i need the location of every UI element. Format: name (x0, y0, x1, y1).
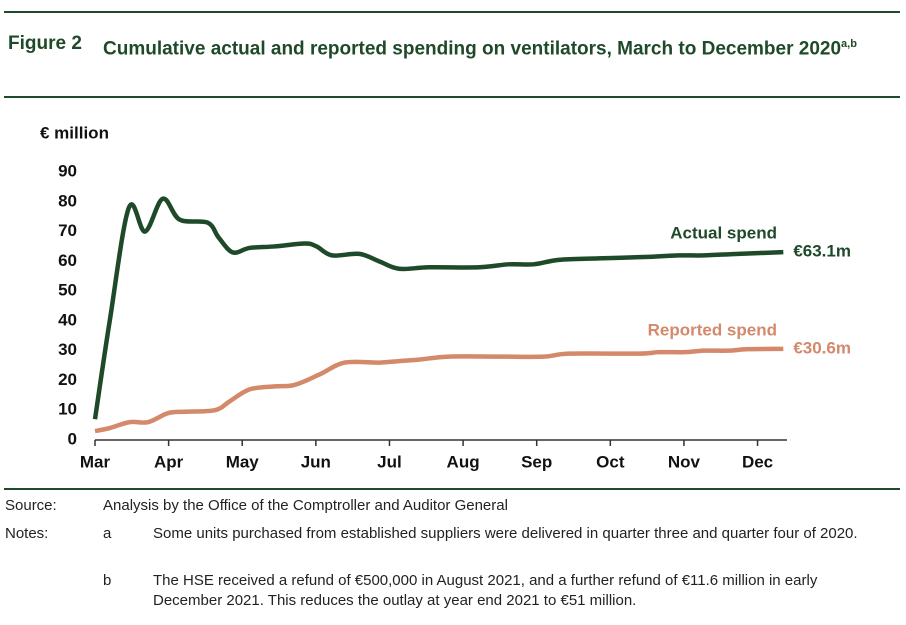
y-axis-label: € million (40, 123, 109, 142)
x-tick-label: Aug (447, 452, 480, 471)
y-tick-label: 0 (68, 429, 77, 448)
title-text: Cumulative actual and reported spending … (103, 30, 857, 63)
rule (4, 488, 900, 490)
y-tick-label: 50 (58, 281, 77, 300)
rule (4, 96, 900, 98)
y-tick-label: 80 (58, 191, 77, 210)
figure-number: Figure 2 (8, 33, 82, 54)
series-line (94, 346, 784, 434)
value-label: €63.1m (793, 242, 851, 261)
rule (4, 11, 900, 13)
note-key: a (103, 525, 112, 542)
x-tick-label: May (226, 452, 260, 471)
x-tick-label: Jun (301, 452, 331, 471)
series-name: Actual spend (670, 224, 777, 243)
value-label: €30.6m (793, 338, 851, 357)
figure-title: Figure 2 Cumulative actual and reported … (8, 30, 888, 63)
x-tick-label: Mar (80, 452, 111, 471)
note-key: b (103, 572, 112, 589)
y-tick-label: 90 (58, 161, 77, 180)
y-tick-label: 70 (58, 221, 77, 240)
x-tick-label: Jul (377, 452, 402, 471)
series-line (92, 196, 784, 420)
y-tick-label: 30 (58, 340, 77, 359)
x-tick-label: Apr (154, 452, 184, 471)
x-tick-label: Dec (742, 452, 773, 471)
title: Cumulative actual and reported spending … (103, 38, 842, 60)
x-tick-label: Nov (668, 452, 701, 471)
source-label: Source: (5, 497, 57, 514)
x-tick-label: Sep (521, 452, 552, 471)
source-text: Analysis by the Office of the Comptrolle… (103, 497, 508, 514)
notes-label: Notes: (5, 525, 49, 542)
title-superscript: a,b (841, 38, 857, 50)
series-name: Reported spend (648, 320, 777, 339)
y-tick-label: 60 (58, 251, 77, 270)
x-tick-label: Oct (596, 452, 625, 471)
note-text: The HSE received a refund of €500,000 in… (153, 572, 818, 609)
y-tick-label: 40 (58, 310, 77, 329)
y-tick-label: 20 (58, 370, 77, 389)
note-text: Some units purchased from established su… (153, 525, 858, 542)
y-tick-label: 10 (58, 400, 77, 419)
